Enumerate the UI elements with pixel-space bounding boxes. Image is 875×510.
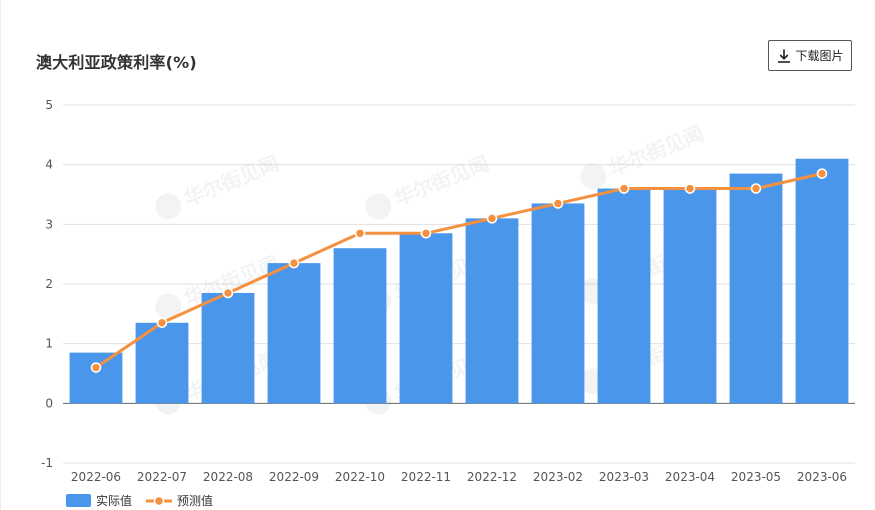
x-tick-label: 2022-09 — [269, 470, 319, 484]
chart-plot: 华尔街见闻华尔街见闻华尔街见闻华尔街见闻华尔街见闻华尔街见闻华尔街见闻华尔街见闻… — [41, 98, 855, 484]
watermark-text: 华尔街见闻 — [390, 151, 492, 211]
forecast-point — [354, 227, 366, 239]
forecast-point — [618, 183, 630, 194]
watermark: 华尔街见闻 — [365, 151, 492, 220]
watermark-logo — [365, 193, 392, 220]
y-tick-label: -1 — [41, 456, 53, 470]
bar-actual — [663, 188, 717, 404]
x-tick-label: 2022-12 — [467, 470, 517, 484]
watermark-text: 华尔街见闻 — [180, 151, 282, 211]
forecast-point — [156, 317, 168, 329]
x-axis-ticks: 2022-06 2022-07 2022-08 2022-09 2022-10 2022-… — [71, 470, 847, 484]
legend-line-swatch — [146, 495, 173, 506]
forecast-point — [816, 168, 828, 179]
bar-actual — [399, 233, 453, 404]
watermark: 华尔街见闻 — [155, 151, 282, 220]
forecast-point — [750, 183, 762, 194]
y-tick-label: 3 — [45, 217, 53, 231]
download-icon — [778, 49, 791, 63]
bar-actual — [597, 188, 651, 404]
x-tick-label: 2023-02 — [533, 470, 583, 484]
legend-item-forecast[interactable]: 预测值 — [146, 492, 213, 509]
forecast-point — [552, 198, 564, 209]
download-button-label: 下载图片 — [795, 49, 844, 63]
y-tick-label: 2 — [45, 277, 53, 291]
forecast-point — [420, 227, 432, 239]
watermark-text: 华尔街见闻 — [605, 121, 707, 181]
y-tick-label: 0 — [45, 396, 53, 410]
y-axis-ticks: 5 4 3 2 1 0 -1 — [41, 98, 53, 470]
bar-series — [69, 158, 849, 404]
line-series — [90, 168, 828, 373]
x-tick-label: 2022-06 — [71, 470, 121, 484]
watermark-logo — [580, 163, 607, 190]
forecast-point — [684, 183, 696, 194]
legend-label-actual: 实际值 — [96, 494, 133, 508]
watermark-logo — [155, 293, 182, 320]
forecast-point — [90, 362, 102, 373]
x-tick-label: 2023-06 — [797, 470, 847, 484]
forecast-point — [222, 287, 234, 299]
bar-actual — [267, 263, 321, 404]
x-tick-label: 2022-07 — [137, 470, 187, 484]
bar-actual — [69, 352, 123, 404]
bar-actual — [201, 292, 255, 404]
x-tick-label: 2022-10 — [335, 470, 385, 484]
x-tick-label: 2023-05 — [731, 470, 781, 484]
bar-actual — [465, 218, 519, 404]
legend-item-actual[interactable]: 实际值 — [66, 492, 132, 509]
bar-actual — [729, 173, 783, 404]
x-tick-label: 2022-11 — [401, 470, 451, 484]
legend: 实际值 预测值 — [66, 492, 227, 509]
bar-actual — [795, 158, 849, 404]
y-tick-label: 4 — [45, 158, 53, 172]
watermark-logo — [155, 193, 182, 220]
x-tick-label: 2023-04 — [665, 470, 715, 484]
bar-actual — [531, 203, 585, 404]
y-tick-label: 5 — [45, 98, 53, 112]
y-tick-label: 1 — [45, 337, 53, 351]
forecast-point — [486, 213, 498, 224]
forecast-line — [95, 172, 823, 369]
bar-actual — [333, 248, 387, 404]
watermark: 华尔街见闻 — [580, 121, 707, 190]
left-border — [0, 0, 1, 510]
chart-title: 澳大利亚政策利率(%) — [36, 53, 197, 72]
x-tick-label: 2022-08 — [203, 470, 253, 484]
legend-bar-swatch — [66, 494, 91, 507]
x-tick-label: 2023-03 — [599, 470, 649, 484]
forecast-point — [288, 257, 300, 269]
legend-label-forecast: 预测值 — [177, 494, 214, 508]
download-image-button[interactable]: 下载图片 — [768, 40, 852, 71]
